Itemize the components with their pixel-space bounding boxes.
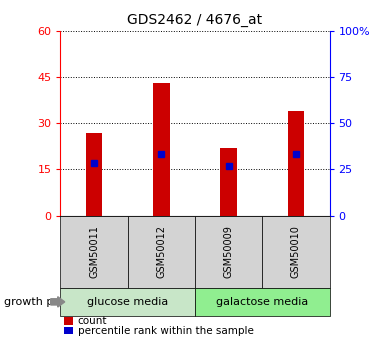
Text: count: count [78,316,107,326]
Text: percentile rank within the sample: percentile rank within the sample [78,326,254,335]
Text: GSM50012: GSM50012 [156,225,167,278]
Bar [220,148,237,216]
Bar [86,132,103,216]
Title: GDS2462 / 4676_at: GDS2462 / 4676_at [128,13,262,27]
Bar [287,111,304,216]
Text: GSM50011: GSM50011 [89,225,99,278]
Text: glucose media: glucose media [87,297,168,307]
Bar [153,83,170,216]
Text: galactose media: galactose media [216,297,308,307]
Text: GSM50009: GSM50009 [223,225,234,278]
Text: growth protocol: growth protocol [4,297,92,307]
Text: GSM50010: GSM50010 [291,225,301,278]
